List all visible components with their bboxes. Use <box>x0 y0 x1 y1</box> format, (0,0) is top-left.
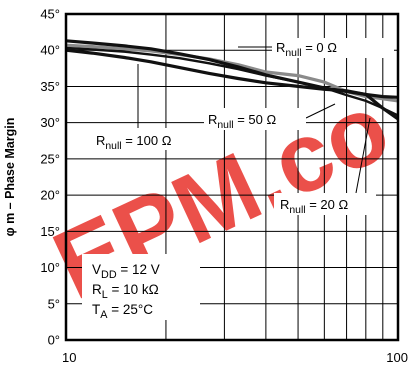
series-line <box>65 48 399 121</box>
x-tick-labels: 10 100 <box>62 350 408 365</box>
label-leader <box>305 103 336 119</box>
condition-text: TA = 25°C <box>92 302 153 321</box>
series-line <box>65 43 399 103</box>
label-bg <box>204 108 306 130</box>
x-tick-label: 10 <box>62 350 76 365</box>
x-tick-label: 100 <box>386 350 408 365</box>
y-axis-label: φ m – Phase Margin <box>3 118 17 237</box>
y-tick-label: 5° <box>48 296 60 311</box>
y-tick-label: 45° <box>40 7 60 22</box>
condition-text: RL = 10 kΩ <box>92 282 159 301</box>
y-tick-label: 40° <box>40 43 60 58</box>
series-label: Rnull = 0 Ω <box>276 40 337 59</box>
grid <box>66 14 398 340</box>
y-tick-label: 15° <box>40 224 60 239</box>
series-label: Rnull = 100 Ω <box>96 133 172 152</box>
y-tick-label: 30° <box>40 115 60 130</box>
label-bg <box>90 128 194 150</box>
condition-text: VDD = 12 V <box>92 262 160 281</box>
y-tick-label: 35° <box>40 79 60 94</box>
series-line <box>65 46 399 117</box>
y-tick-label: 20° <box>40 188 60 203</box>
series-label: Rnull = 20 Ω <box>280 197 348 216</box>
y-tick-label: 25° <box>40 151 60 166</box>
conditions-bg <box>82 254 200 320</box>
label-bg <box>272 38 394 58</box>
series-lines <box>65 39 399 121</box>
y-tick-label: 10° <box>40 260 60 275</box>
label-bg <box>274 193 376 215</box>
label-leader <box>355 117 371 194</box>
y-tick-labels: 0° 5° 10° 15° 20° 25° 30° 35° 40° 45° <box>40 7 60 348</box>
series-labels: Rnull = 0 Ω Rnull = 50 Ω Rnull = 100 Ω Rnul… <box>90 38 394 216</box>
y-tick-label: 0° <box>48 333 60 348</box>
plot-frame <box>64 12 400 342</box>
series-label: Rnull = 50 Ω <box>208 112 276 131</box>
